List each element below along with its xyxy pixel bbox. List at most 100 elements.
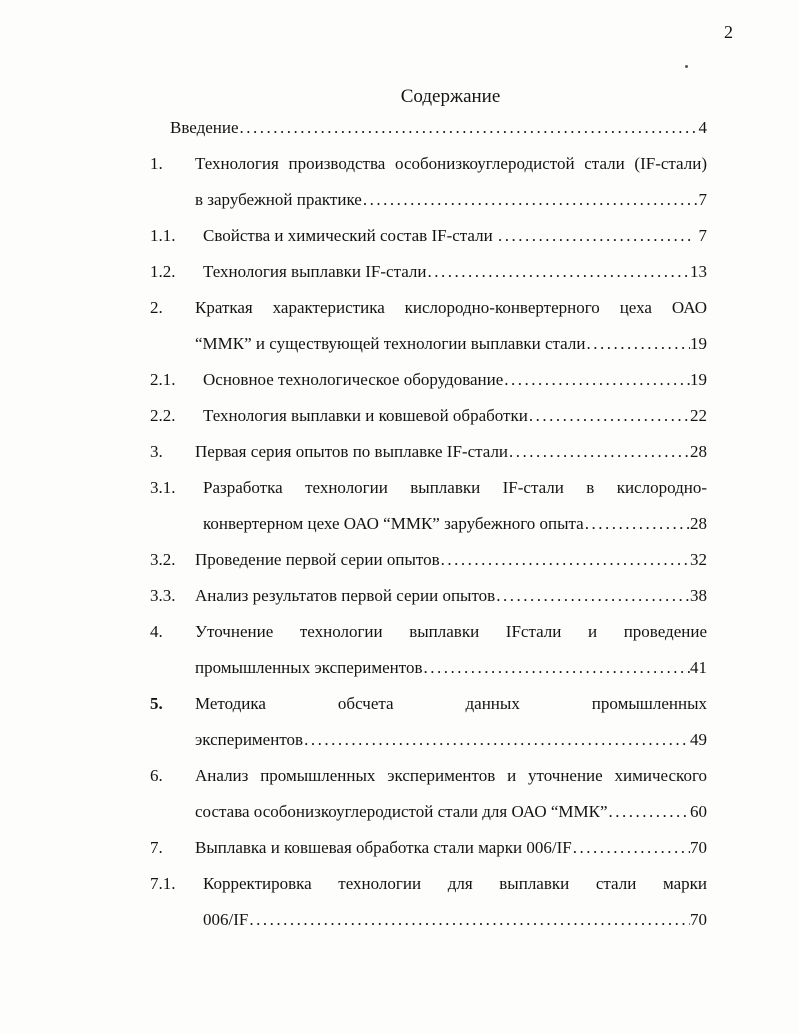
toc-entry-number: 1.1. bbox=[150, 226, 176, 245]
toc-line: Уточнение технологии выплавки IFстали и … bbox=[195, 614, 707, 650]
dot-leader: ........................................… bbox=[586, 334, 690, 353]
toc-entry: 1. Технология производства особонизкоугле… bbox=[150, 146, 707, 218]
toc-list: Введение................................… bbox=[150, 110, 707, 938]
toc-entry-body: Анализ промышленных экспериментов и уточ… bbox=[195, 758, 707, 830]
toc-page-ref: 19 bbox=[690, 334, 707, 353]
toc-page-ref: 32 bbox=[690, 550, 707, 569]
dot-leader: ........................................… bbox=[423, 658, 691, 677]
toc-entry: 7. Выплавка и ковшевая обработка стали ма… bbox=[150, 830, 707, 866]
dot-leader: ........................................… bbox=[249, 910, 690, 929]
toc-page-ref: 4 bbox=[698, 118, 708, 137]
dot-leader: ........................................… bbox=[362, 190, 699, 209]
toc-entry-text: экспериментов bbox=[195, 730, 304, 749]
toc-entry: 3.1. Разработка технологии выплавки IF-ст… bbox=[150, 470, 707, 542]
toc-entry-text: Разработка технологии выплавки IF-стали … bbox=[203, 478, 707, 497]
toc-line: Анализ промышленных экспериментов и уточ… bbox=[195, 758, 707, 794]
toc-line: Основное технологическое оборудование...… bbox=[203, 362, 707, 398]
toc-entry-body: Корректировка технологии для выплавки ст… bbox=[203, 866, 707, 938]
toc-page-ref: 13 bbox=[690, 262, 707, 281]
toc-entry-text: конвертерном цехе ОАО “ММК” зарубежного … bbox=[203, 514, 584, 533]
toc-entry-text: Методика обсчета данных промышленных bbox=[195, 694, 707, 713]
toc-entry-text: Технология выплавки IF-стали bbox=[203, 262, 427, 281]
toc-entry: 3. Первая серия опытов по выплавке IF-ста… bbox=[150, 434, 707, 470]
toc-entry-number: 5. bbox=[150, 694, 163, 713]
toc-entry-body: Методика обсчета данных промышленных эксп… bbox=[195, 686, 707, 758]
toc-line: 006/IF..................................… bbox=[203, 902, 707, 938]
toc-entry-number: 2.1. bbox=[150, 370, 176, 389]
toc-line: Проведение первой серии опытов..........… bbox=[195, 542, 707, 578]
toc-line: Разработка технологии выплавки IF-стали … bbox=[203, 470, 707, 506]
toc-line: Краткая характеристика кислородно-конвер… bbox=[195, 290, 707, 326]
toc-entry-text: Технология выплавки и ковшевой обработки bbox=[203, 406, 528, 425]
toc-line: Свойства и химический состав IF-стали ..… bbox=[203, 218, 707, 254]
toc-entry-text: Корректировка технологии для выплавки ст… bbox=[203, 874, 707, 893]
toc-entry: 3.2. Проведение первой серии опытов......… bbox=[150, 542, 707, 578]
toc-entry-body: Уточнение технологии выплавки IFстали и … bbox=[195, 614, 707, 686]
toc-line: Технология выплавки IF-стали............… bbox=[203, 254, 707, 290]
toc-entry-text: в зарубежной практике bbox=[195, 190, 362, 209]
toc-entry-body: Введение................................… bbox=[170, 110, 707, 146]
toc-entry-text: Основное технологическое оборудование bbox=[203, 370, 504, 389]
toc-entry-number: 2.2. bbox=[150, 406, 176, 425]
toc-entry-body: Технология выплавки IF-стали............… bbox=[203, 254, 707, 290]
toc-entry-body: Технология производства особонизкоуглеро… bbox=[195, 146, 707, 218]
toc-entry-number: 3.2. bbox=[150, 550, 176, 569]
toc-entry-number: 4. bbox=[150, 622, 163, 641]
toc-line: Технология производства особонизкоуглеро… bbox=[195, 146, 707, 182]
toc-line: Первая серия опытов по выплавке IF-стали… bbox=[195, 434, 707, 470]
toc-line: Выплавка и ковшевая обработка стали марк… bbox=[195, 830, 707, 866]
toc-entry-text: 006/IF bbox=[203, 910, 249, 929]
toc-line: Корректировка технологии для выплавки ст… bbox=[203, 866, 707, 902]
toc-line: “ММК” и существующей технологии выплавки… bbox=[195, 326, 707, 362]
dot-leader: ........................................… bbox=[528, 406, 690, 425]
toc-line: Технология выплавки и ковшевой обработки… bbox=[203, 398, 707, 434]
toc-entry: 2.2. Технология выплавки и ковшевой обраб… bbox=[150, 398, 707, 434]
dot-leader: ........................................… bbox=[608, 802, 690, 821]
toc-entry-body: Первая серия опытов по выплавке IF-стали… bbox=[195, 434, 707, 470]
toc-page-ref: 49 bbox=[690, 730, 707, 749]
toc-line: в зарубежной практике...................… bbox=[195, 182, 707, 218]
toc-page-ref: 70 bbox=[690, 910, 707, 929]
toc-line: Анализ результатов первой серии опытов..… bbox=[195, 578, 707, 614]
toc-entry-body: Свойства и химический состав IF-стали ..… bbox=[203, 218, 707, 254]
toc-line: промышленных экспериментов..............… bbox=[195, 650, 707, 686]
toc-entry-number: 3.3. bbox=[150, 586, 176, 605]
toc-entry-body: Выплавка и ковшевая обработка стали марк… bbox=[195, 830, 707, 866]
dot-leader: ........................................… bbox=[497, 226, 694, 245]
dot-leader: ........................................… bbox=[496, 586, 690, 605]
toc-entry: 3.3. Анализ результатов первой серии опыт… bbox=[150, 578, 707, 614]
toc-line: Методика обсчета данных промышленных bbox=[195, 686, 707, 722]
toc-entry-number: 3. bbox=[150, 442, 163, 461]
toc-entry-number: 1.2. bbox=[150, 262, 176, 281]
toc-entry-text: “ММК” и существующей технологии выплавки… bbox=[195, 334, 586, 353]
toc-entry-text: состава особонизкоуглеродистой стали для… bbox=[195, 802, 608, 821]
toc-line: состава особонизкоуглеродистой стали для… bbox=[195, 794, 707, 830]
toc-page-ref: 41 bbox=[690, 658, 707, 677]
page-number: 2 bbox=[724, 22, 733, 42]
scan-artifact-dot bbox=[685, 65, 688, 68]
toc-entry-body: Основное технологическое оборудование...… bbox=[203, 362, 707, 398]
toc-entry-text: Технология производства особонизкоуглеро… bbox=[195, 154, 707, 173]
dot-leader: ........................................… bbox=[584, 514, 690, 533]
toc-page-ref: 28 bbox=[690, 442, 707, 461]
toc-page-ref: 28 bbox=[690, 514, 707, 533]
toc-entry-body: Анализ результатов первой серии опытов..… bbox=[195, 578, 707, 614]
toc-entry-text: Уточнение технологии выплавки IFстали и … bbox=[195, 622, 707, 641]
toc-entry-number: 6. bbox=[150, 766, 163, 785]
toc-entry-number: 2. bbox=[150, 298, 163, 317]
toc-page-ref: 7 bbox=[698, 190, 708, 209]
dot-leader: ........................................… bbox=[304, 730, 690, 749]
toc-entry: 4. Уточнение технологии выплавки IFстали … bbox=[150, 614, 707, 686]
page-content: Содержание Введение.....................… bbox=[150, 84, 707, 938]
dot-leader: ........................................… bbox=[504, 370, 690, 389]
toc-entry: 7.1. Корректировка технологии для выплавк… bbox=[150, 866, 707, 938]
dot-leader: ........................................… bbox=[239, 118, 699, 137]
toc-line: экспериментов...........................… bbox=[195, 722, 707, 758]
toc-entry-text: Краткая характеристика кислородно-конвер… bbox=[195, 298, 707, 317]
toc-page-ref: 19 bbox=[690, 370, 707, 389]
toc-entry-text: Анализ промышленных экспериментов и уточ… bbox=[195, 766, 707, 785]
document-title: Содержание bbox=[400, 86, 501, 107]
toc-entry-text: Выплавка и ковшевая обработка стали марк… bbox=[195, 838, 572, 857]
toc-entry-body: Разработка технологии выплавки IF-стали … bbox=[203, 470, 707, 542]
